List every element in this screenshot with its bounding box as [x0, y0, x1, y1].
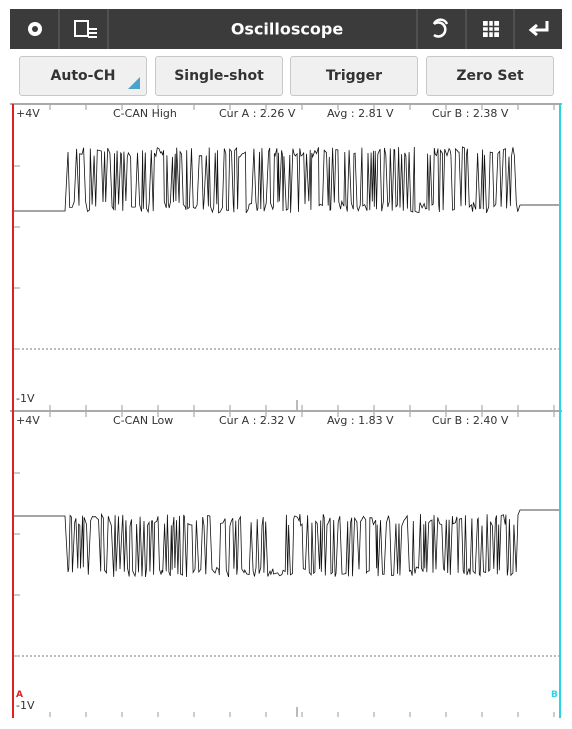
refresh-icon[interactable] — [432, 18, 449, 38]
scale-label: +4V — [16, 107, 40, 120]
button-label: Auto-CH — [50, 68, 116, 84]
button-label: Trigger — [325, 68, 383, 84]
channel-name: C-CAN High — [113, 107, 177, 120]
button-label: Zero Set — [456, 68, 524, 84]
dropdown-corner — [128, 77, 140, 89]
waveform — [14, 146, 560, 214]
scale-label: -1V — [16, 392, 35, 405]
plot-area: +4V -1V C-CAN High Cur A : 2.26 V Avg : 2.81… — [10, 103, 562, 718]
waveform — [14, 509, 560, 578]
cursor-b-label: B — [551, 690, 558, 700]
scale-label: -1V — [16, 699, 35, 712]
average-value: Avg : 1.83 V — [327, 414, 394, 427]
trigger-button[interactable]: Trigger — [290, 56, 418, 96]
back-icon[interactable] — [528, 21, 549, 37]
toolbar-dividers — [58, 9, 515, 49]
grid-icon[interactable] — [483, 21, 499, 37]
average-value: Avg : 2.81 V — [327, 107, 394, 120]
button-label: Single-shot — [174, 68, 264, 84]
settings-icon[interactable] — [28, 22, 42, 36]
single-shot-button[interactable]: Single-shot — [155, 56, 283, 96]
cursor-a-label: A — [16, 690, 23, 700]
save-icon[interactable] — [74, 20, 97, 38]
cursor-a-value: Cur A : 2.32 V — [219, 414, 296, 427]
cursor-b-value: Cur B : 2.38 V — [432, 107, 509, 120]
scale-label: +4V — [16, 414, 40, 427]
auto-ch-button[interactable]: Auto-CH — [19, 56, 147, 96]
title: Oscilloscope — [231, 20, 344, 39]
cursor-b-value: Cur B : 2.40 V — [432, 414, 509, 427]
cursor-a-value: Cur A : 2.26 V — [219, 107, 296, 120]
toolbar — [10, 9, 562, 49]
channel-name: C-CAN Low — [113, 414, 173, 427]
zero-set-button[interactable]: Zero Set — [426, 56, 554, 96]
